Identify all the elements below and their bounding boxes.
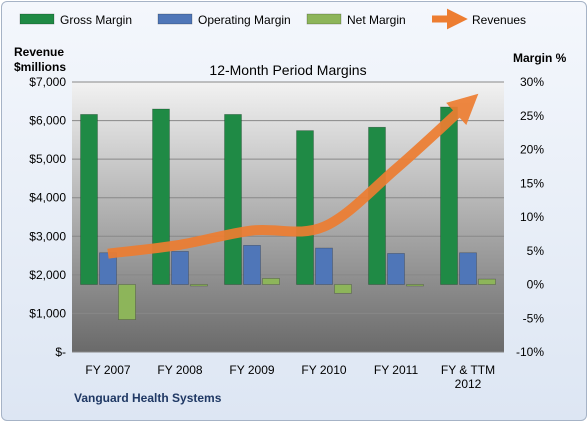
bar-net-margin [478,278,496,285]
category-label: FY 2009 [229,363,274,377]
left-tick-label: $1,000 [29,306,66,320]
bar-gross-margin [440,106,458,285]
category-label: FY 2007 [85,363,130,377]
bar-net-margin [118,284,136,320]
left-tick-label: $5,000 [29,152,66,166]
bar-gross-margin [152,108,170,285]
bar-operating-margin [243,245,261,285]
right-tick-label: 5% [527,244,545,258]
left-tick-label: $6,000 [29,114,66,128]
right-tick-label: 25% [520,109,544,123]
right-tick-label: 15% [520,176,544,190]
right-tick-label: 30% [520,75,544,89]
right-tick-label: 0% [527,278,545,292]
right-axis-ticks: -10% -5% 0% 5% 10% 15% 20% 25% 30% [516,75,544,359]
left-axis-ticks: $- $1,000 $2,000 $3,000 $4,000 $5,000 $6,000 $7… [29,75,66,359]
category-label: FY 2010 [301,363,346,377]
bar-operating-margin [315,247,333,285]
left-tick-label: $4,000 [29,191,66,205]
revenue-line [107,93,479,259]
category-label: FY 2011 [374,363,419,377]
right-tick-label: -5% [523,311,545,325]
left-axis-title-line2: $millions [14,60,66,74]
right-tick-label: 10% [520,210,544,224]
right-tick-label: -10% [516,345,544,359]
right-tick-label: 20% [520,143,544,157]
line-revenues [107,93,479,259]
legend-swatch-gross-margin [19,13,55,25]
chart-title: 12-Month Period Margins [209,62,366,78]
bar-series [80,106,496,320]
bar-gross-margin [296,130,314,285]
bar-net-margin [190,284,208,287]
left-axis-title-line1: Revenue [14,45,64,59]
chart-footer: Vanguard Health Systems [74,391,222,405]
right-axis-title: Margin % [513,51,567,65]
category-label: FY 2008 [157,363,202,377]
bar-operating-margin [459,252,477,285]
bar-gross-margin [80,114,98,285]
bar-gross-margin [224,114,242,285]
category-label: 2012 [455,377,482,391]
left-tick-label: $2,000 [29,268,66,282]
legend-label-operating-margin: Operating Margin [198,13,291,27]
legend-swatch-net-margin [306,13,342,25]
legend-label-net-margin: Net Margin [347,13,406,27]
bar-net-margin [262,278,280,285]
bar-operating-margin [387,253,405,285]
left-tick-label: $7,000 [29,75,66,89]
category-labels: FY 2007 FY 2008 FY 2009 FY 2010 FY 2011 FY & … [85,363,495,391]
bar-operating-margin [171,251,189,285]
category-label: FY & TTM [441,363,495,377]
chart-legend: Gross Margin Operating Margin Net Margin Re… [19,8,526,30]
plot-area [72,82,504,352]
legend-label-revenues: Revenues [472,13,526,27]
legend-swatch-operating-margin [157,13,193,25]
bar-gross-margin [368,126,386,285]
gridlines [72,81,504,353]
left-tick-label: $3,000 [29,229,66,243]
legend-label-gross-margin: Gross Margin [60,13,132,27]
bar-net-margin [334,284,352,294]
bar-net-margin [406,284,424,287]
left-tick-label: $- [55,345,66,359]
